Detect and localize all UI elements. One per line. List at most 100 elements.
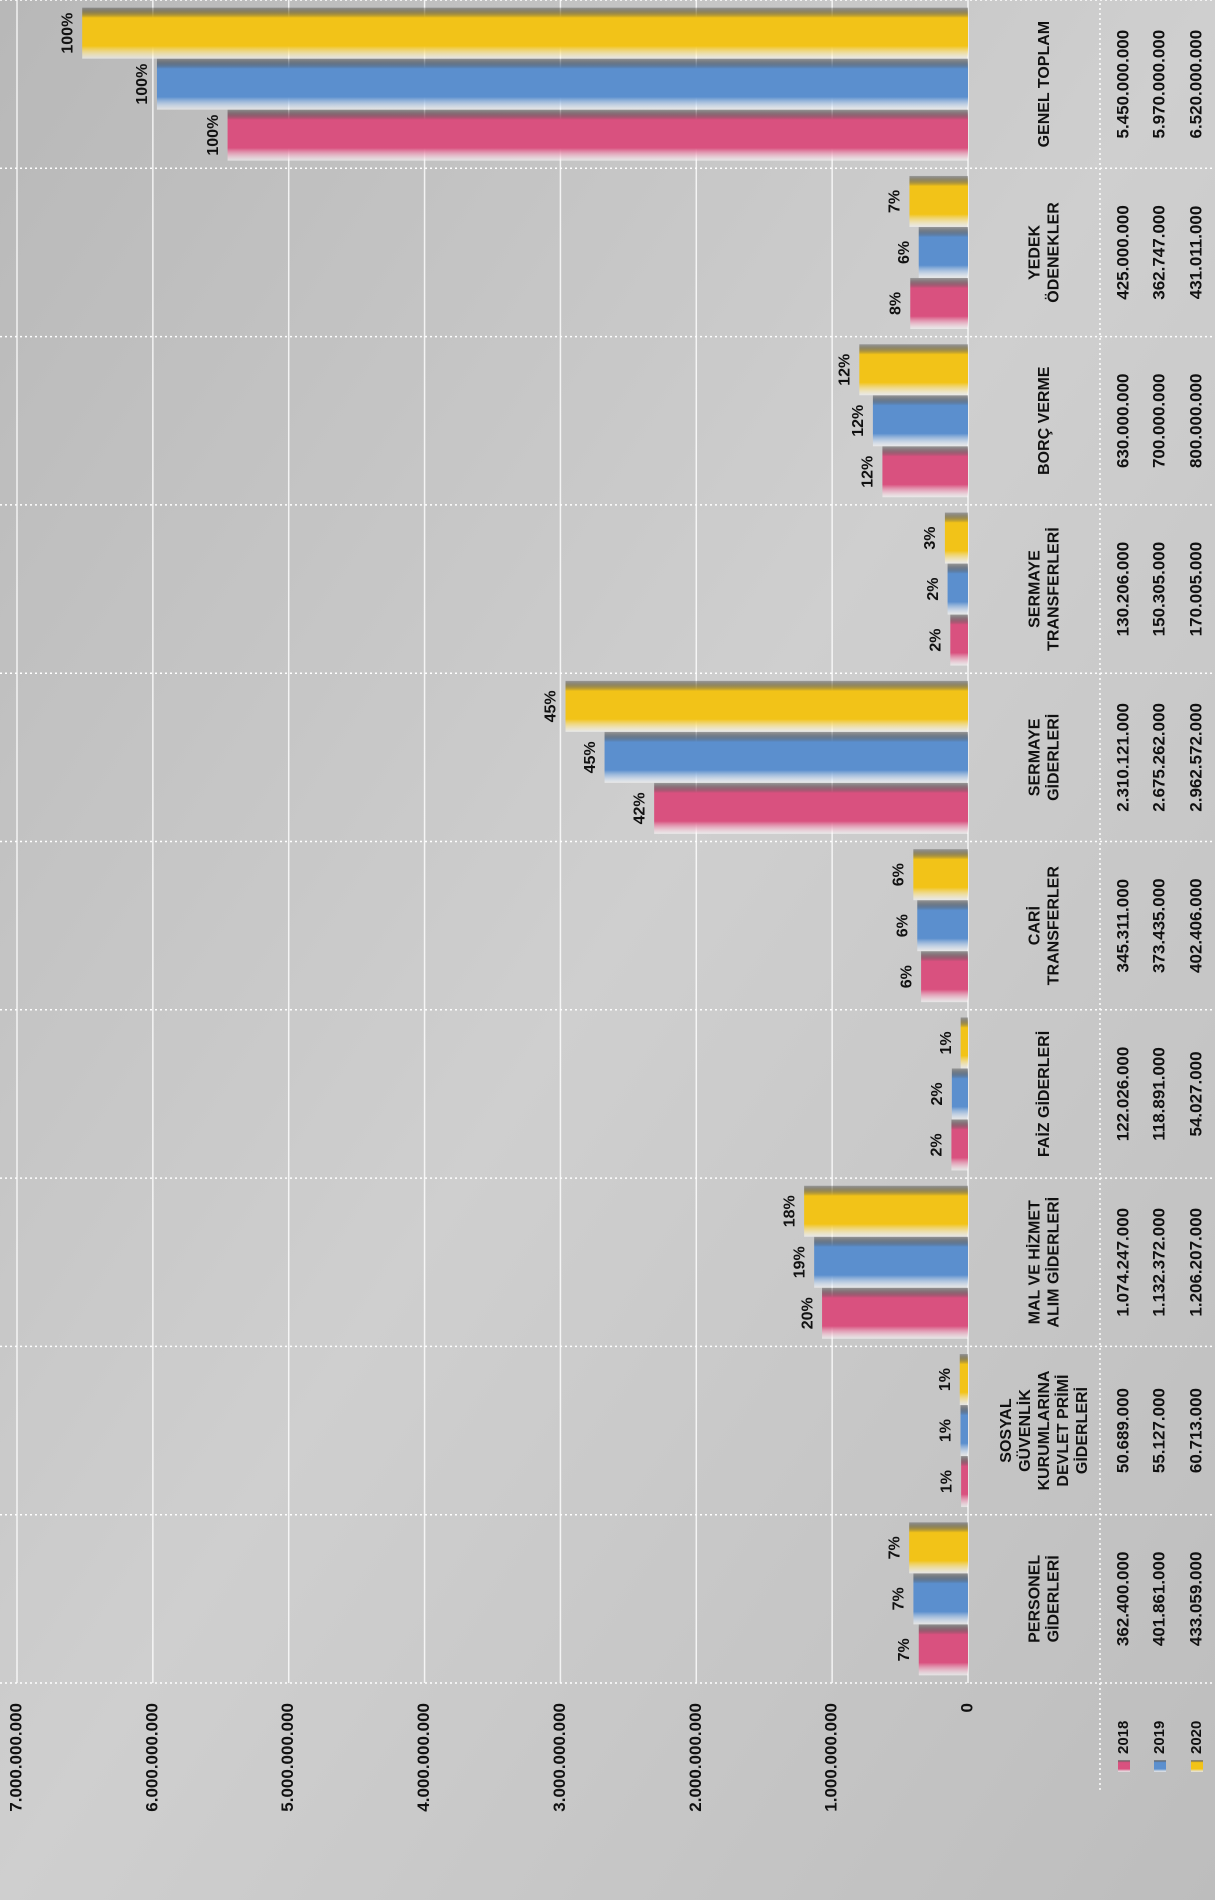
bar: [961, 1456, 968, 1508]
y-tick-label: 2.000.000.000: [686, 1703, 705, 1812]
share-label: 2%: [925, 577, 942, 600]
bar: [82, 7, 968, 59]
table-value: 362.747.000: [1149, 205, 1168, 300]
table-value: 122.026.000: [1113, 1047, 1132, 1142]
legend-label: 2020: [1188, 1721, 1205, 1754]
bar: [960, 1405, 969, 1457]
bar: [604, 731, 969, 783]
table-value: 431.011.000: [1186, 206, 1205, 300]
bar: [959, 1354, 969, 1406]
share-label: 6%: [896, 241, 913, 264]
table-value: 60.713.000: [1186, 1388, 1205, 1473]
share-label: 12%: [850, 405, 867, 437]
table-value: 362.400.000: [1113, 1552, 1132, 1647]
bar: [910, 277, 969, 329]
table-value: 54.027.000: [1186, 1051, 1205, 1136]
share-label: 12%: [837, 354, 854, 386]
share-label: 6%: [894, 914, 911, 937]
legend-label: 2018: [1115, 1721, 1132, 1754]
bar: [909, 1522, 968, 1574]
share-label: 2%: [929, 1082, 946, 1105]
category-label: PERSONEL: [1027, 1555, 1044, 1643]
bar: [227, 109, 969, 161]
share-label: 7%: [891, 1587, 908, 1610]
y-tick-label: 6.000.000.000: [142, 1703, 161, 1812]
table-value: 1.132.372.000: [1149, 1208, 1168, 1317]
y-tick-label: 4.000.000.000: [414, 1703, 433, 1812]
bar: [882, 446, 968, 498]
legend-swatch: [1154, 1760, 1166, 1772]
table-value: 425.000.000: [1113, 205, 1132, 300]
category-label: KURUMLARINA: [1036, 1370, 1053, 1490]
share-label: 45%: [543, 690, 560, 722]
legend-label: 2019: [1151, 1721, 1168, 1754]
share-label: 7%: [896, 1638, 913, 1661]
y-tick-label: 0: [957, 1703, 976, 1712]
table-value: 1.074.247.000: [1113, 1208, 1132, 1317]
table-value: 150.305.000: [1149, 542, 1168, 637]
category-label: DEVLET PRİMİ: [1054, 1375, 1072, 1487]
table-value: 402.406.000: [1186, 878, 1205, 973]
y-tick-label: 3.000.000.000: [550, 1703, 569, 1812]
share-label: 6%: [898, 965, 915, 988]
category-label: MAL VE HİZMET: [1026, 1200, 1044, 1324]
category-label: FAİZ GİDERLERİ: [1035, 1031, 1053, 1157]
share-label: 6%: [891, 863, 908, 886]
bar: [909, 175, 969, 227]
table-value: 118.891.000: [1149, 1047, 1168, 1141]
share-label: 1%: [938, 1419, 955, 1442]
share-label: 100%: [205, 115, 222, 156]
bar: [950, 614, 969, 666]
bar: [917, 900, 968, 952]
table-value: 373.435.000: [1149, 878, 1168, 973]
category-label: SERMAYE: [1027, 550, 1044, 628]
category-label: YEDEK: [1027, 224, 1044, 280]
y-tick-label: 5.000.000.000: [278, 1703, 297, 1812]
category-label: GENEL TOPLAM: [1036, 21, 1053, 148]
legend-swatch: [1191, 1760, 1203, 1772]
bar: [918, 1624, 969, 1676]
bar: [913, 849, 968, 901]
share-label: 1%: [938, 1031, 955, 1054]
table-value: 2.310.121.000: [1113, 703, 1132, 812]
table-value: 433.059.000: [1186, 1552, 1205, 1647]
table-value: 130.206.000: [1113, 542, 1132, 637]
share-label: 42%: [631, 792, 648, 824]
bar: [859, 344, 968, 396]
table-value: 5.970.000.000: [1149, 30, 1168, 139]
table-value: 401.861.000: [1149, 1552, 1168, 1647]
bar: [814, 1236, 968, 1288]
share-label: 20%: [799, 1297, 816, 1329]
category-label: ÖDENEKLER: [1044, 202, 1063, 303]
category-label: CARİ: [1026, 906, 1044, 945]
bar: [565, 680, 968, 732]
share-label: 100%: [59, 13, 76, 54]
share-label: 18%: [781, 1195, 798, 1227]
category-label: TRANSFERLERİ: [1045, 527, 1063, 651]
category-label: GÜVENLİK: [1015, 1389, 1034, 1472]
category-label: SOSYAL: [998, 1398, 1015, 1463]
share-label: 100%: [134, 64, 151, 105]
bar: [951, 1068, 968, 1120]
table-value: 50.689.000: [1113, 1388, 1132, 1473]
bar: [918, 226, 968, 278]
share-label: 2%: [929, 1133, 946, 1156]
bar: [944, 512, 969, 564]
table-value: 55.127.000: [1149, 1388, 1168, 1473]
share-label: 7%: [886, 1536, 903, 1559]
legend-swatch: [1118, 1760, 1130, 1772]
share-label: 1%: [937, 1368, 954, 1391]
plot: 0 1.000.000.000 2.000.000.000 3.000.000.000…: [6, 7, 1206, 1812]
bar: [960, 1017, 968, 1069]
table-value: 2.962.572.000: [1186, 703, 1205, 812]
bar: [156, 58, 968, 110]
share-label: 2%: [928, 628, 945, 651]
category-label: SERMAYE: [1027, 718, 1044, 796]
table-value: 170.005.000: [1186, 542, 1205, 637]
bar: [947, 563, 969, 615]
table-value: 345.311.000: [1113, 879, 1132, 973]
y-tick-label: 7.000.000.000: [6, 1703, 25, 1812]
table-value: 6.520.000.000: [1186, 30, 1205, 139]
share-label: 1%: [938, 1470, 955, 1493]
